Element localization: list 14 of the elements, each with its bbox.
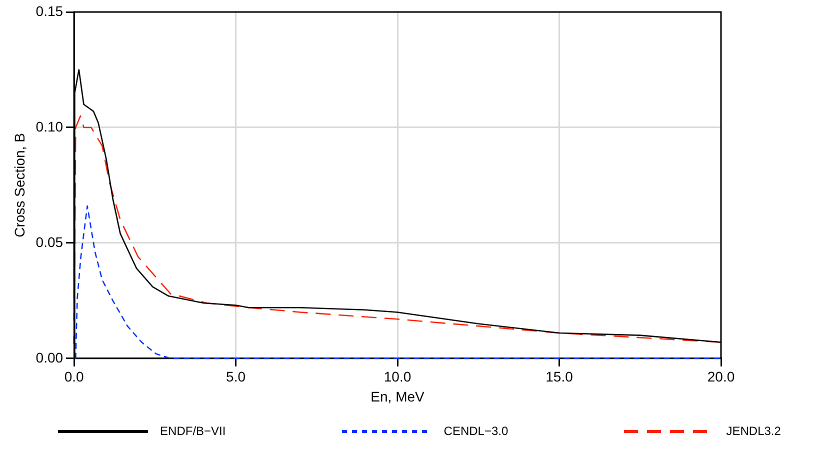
y-axis-title: Cross Section, B	[11, 133, 28, 238]
x-tick-label: 10.0	[384, 368, 412, 385]
y-tick-label: 0.10	[36, 118, 64, 134]
y-tick-label: 0.00	[36, 349, 64, 366]
x-tick-label: 15.0	[546, 368, 574, 385]
x-tick-label: 0.0	[64, 368, 84, 385]
legend-label: CENDL−3.0	[444, 424, 508, 438]
x-axis-title: En, MeV	[370, 388, 426, 404]
y-tick-label: 0.05	[36, 234, 64, 250]
y-tick-label: 0.15	[36, 2, 64, 19]
legend-label: JENDL3.2	[726, 424, 781, 438]
x-tick-label: 5.0	[226, 368, 246, 385]
x-tick-label: 20.0	[707, 368, 735, 385]
legend-label: ENDF/B−VII	[160, 424, 226, 438]
